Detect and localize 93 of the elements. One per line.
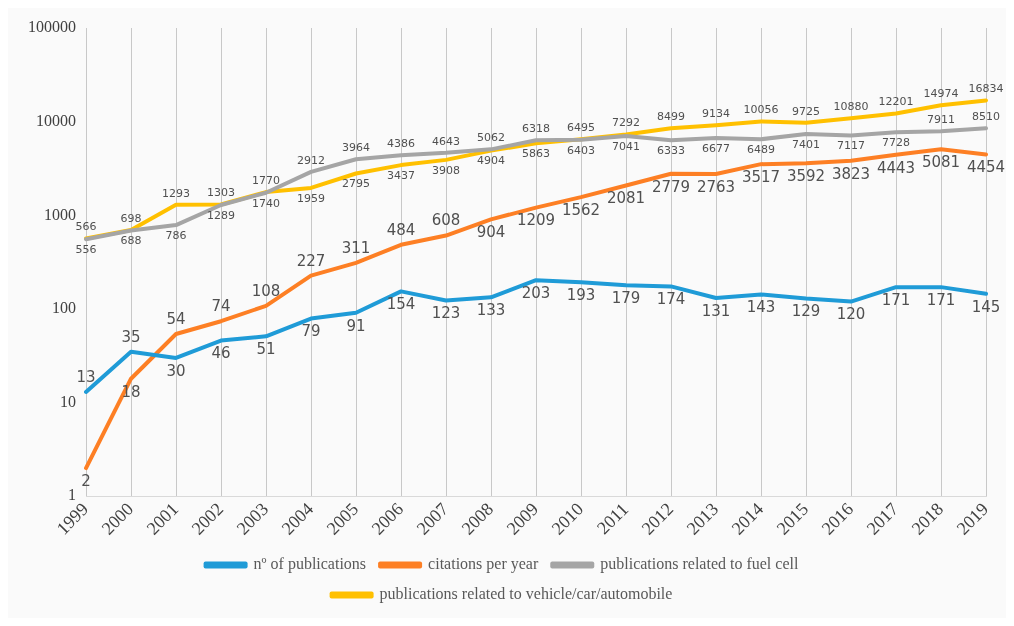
data-label: 35	[121, 327, 141, 346]
data-label: 203	[521, 284, 551, 303]
data-label: 14974	[923, 87, 959, 101]
y-tick-label: 100000	[28, 18, 76, 36]
y-tick-label: 10000	[36, 111, 76, 129]
data-label: 311	[341, 238, 371, 257]
data-label: 3437	[387, 168, 415, 182]
data-label: 698	[120, 211, 142, 225]
data-label: 7041	[612, 139, 640, 153]
data-label: 179	[611, 289, 641, 308]
data-label: 2795	[342, 177, 370, 191]
data-label: 6333	[657, 144, 685, 158]
y-tick-label: 1	[68, 486, 76, 504]
data-label: 786	[165, 228, 187, 242]
data-label: 5081	[921, 153, 961, 172]
data-label: 10880	[833, 100, 869, 114]
legend-label: publications related to fuel cell	[600, 555, 799, 574]
data-label: 120	[836, 305, 866, 324]
data-label: 1740	[252, 196, 280, 210]
data-label: 1562	[561, 201, 601, 220]
data-label: 4386	[387, 137, 415, 151]
data-label: 7117	[837, 139, 865, 153]
data-label: 6403	[567, 143, 595, 157]
data-label: 30	[166, 361, 186, 380]
data-label: 171	[926, 291, 956, 310]
data-label: 3823	[831, 164, 871, 183]
data-label: 16834	[968, 82, 1004, 96]
data-label: 4454	[966, 158, 1006, 177]
data-label: 608	[431, 211, 461, 230]
data-label: 1293	[162, 186, 190, 200]
data-label: 3517	[741, 168, 781, 187]
y-tick-label: 1000	[44, 205, 76, 223]
data-label: 904	[476, 223, 506, 242]
data-label: 688	[120, 234, 142, 248]
data-label: 4904	[477, 154, 505, 168]
data-label: 1303	[207, 186, 235, 200]
data-label: 556	[75, 243, 97, 257]
data-label: 74	[211, 297, 231, 316]
data-label: 51	[256, 340, 276, 359]
data-label: 108	[251, 281, 281, 300]
data-label: 143	[746, 298, 776, 317]
data-label: 7911	[927, 113, 955, 127]
data-label: 7292	[612, 116, 640, 130]
data-label: 484	[386, 220, 416, 239]
data-label: 174	[656, 290, 686, 309]
data-label: 2912	[297, 153, 325, 167]
data-label: 123	[431, 304, 461, 323]
data-label: 54	[166, 309, 186, 328]
data-label: 4443	[876, 158, 916, 177]
data-label: 1770	[252, 173, 280, 187]
data-label: 193	[566, 286, 596, 305]
data-label: 3592	[786, 167, 826, 186]
data-label: 6495	[567, 121, 595, 135]
data-label: 9725	[792, 104, 820, 118]
data-label: 2763	[696, 177, 736, 196]
data-label: 2081	[606, 189, 646, 208]
data-label: 2	[81, 471, 91, 490]
data-label: 227	[296, 251, 326, 270]
data-label: 133	[476, 301, 506, 320]
data-label: 6489	[747, 143, 775, 157]
data-label: 1209	[516, 211, 556, 230]
y-tick-label: 10	[60, 392, 76, 410]
legend-label: nº of publications	[253, 555, 367, 574]
data-label: 131	[701, 301, 731, 320]
data-label: 13	[76, 367, 96, 386]
data-label: 145	[971, 297, 1001, 316]
data-label: 566	[75, 220, 97, 234]
data-label: 4643	[432, 134, 460, 148]
y-tick-label: 100	[52, 299, 76, 317]
data-label: 2779	[651, 177, 691, 196]
legend-label: citations per year	[428, 555, 539, 574]
data-label: 1289	[207, 208, 235, 222]
data-label: 129	[791, 302, 821, 321]
data-label: 5062	[477, 131, 505, 145]
data-label: 1959	[297, 191, 325, 205]
data-label: 9134	[702, 107, 730, 121]
data-label: 154	[386, 295, 416, 314]
data-label: 3908	[432, 163, 460, 177]
data-label: 171	[881, 291, 911, 310]
legend-label: publications related to vehicle/car/automobile	[379, 585, 673, 604]
data-label: 79	[301, 322, 321, 341]
data-label: 10056	[743, 103, 779, 117]
data-label: 46	[211, 344, 231, 363]
data-label: 3964	[342, 141, 370, 155]
data-label: 5863	[522, 147, 550, 161]
data-label: 7401	[792, 137, 820, 151]
data-label: 12201	[878, 95, 914, 109]
data-label: 8510	[972, 110, 1000, 124]
data-label: 91	[346, 316, 366, 335]
data-label: 8499	[657, 110, 685, 124]
data-label: 6318	[522, 122, 550, 136]
data-label: 7728	[882, 136, 910, 149]
data-label: 6677	[702, 141, 730, 155]
